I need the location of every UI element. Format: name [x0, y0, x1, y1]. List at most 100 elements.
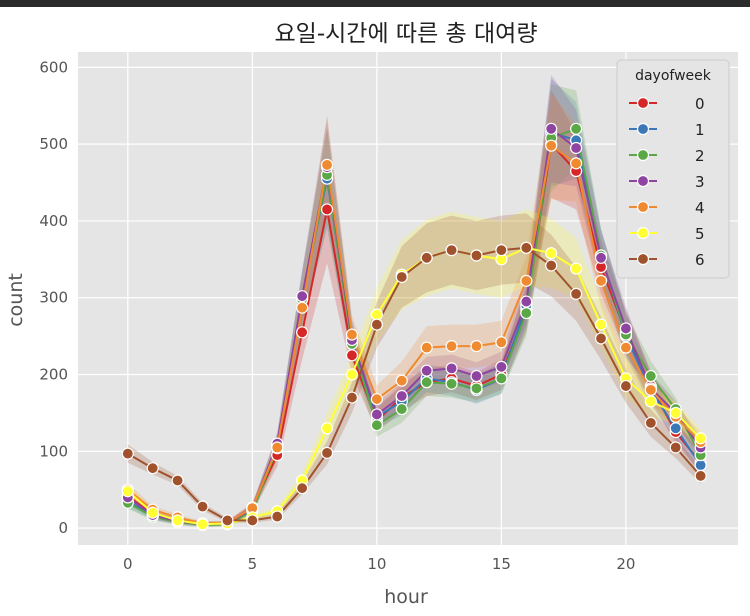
point-series-6-x16 [520, 241, 533, 254]
point-series-3-x14 [470, 369, 483, 383]
point-series-4-x16 [520, 274, 533, 287]
y-tick-label-5: 500 [39, 135, 68, 153]
point-series-3-x10 [370, 408, 383, 421]
point-series-3-x15 [495, 360, 508, 373]
point-series-2-x11 [395, 402, 408, 416]
legend-title: dayofweek [635, 68, 712, 84]
x-tick-label-3: 15 [492, 555, 511, 573]
series-markers [121, 122, 707, 532]
point-series-6-x12 [420, 251, 433, 264]
legend-marker-4 [636, 200, 650, 214]
point-series-6-x7 [296, 482, 309, 495]
point-series-6-x19 [594, 332, 608, 345]
point-series-6-x10 [370, 318, 383, 331]
y-tick-label-0: 0 [58, 519, 68, 537]
point-series-6-x23 [694, 469, 707, 482]
point-series-5-x22 [669, 406, 682, 420]
point-series-1-x23 [694, 459, 707, 472]
legend-label-0: 0 [695, 95, 705, 113]
point-series-5-x10 [370, 308, 383, 321]
point-series-2-x18 [570, 122, 583, 135]
legend-box [616, 59, 730, 279]
point-series-6-x1 [146, 462, 159, 475]
point-series-4-x12 [420, 341, 433, 354]
point-series-3-x16 [520, 295, 533, 308]
point-series-2-x10 [370, 419, 383, 432]
point-series-5-x17 [545, 247, 558, 260]
point-series-4-x20 [619, 341, 633, 354]
legend-label-3: 3 [695, 173, 705, 191]
point-series-2-x14 [470, 382, 483, 395]
point-series-5-x19 [594, 318, 608, 331]
point-series-0-x7 [296, 326, 309, 339]
point-series-6-x3 [196, 500, 209, 513]
point-series-6-x5 [246, 514, 259, 527]
legend-marker-3 [636, 174, 650, 188]
x-tick-label-4: 20 [616, 555, 635, 573]
point-series-4-x19 [594, 274, 608, 287]
point-series-6-x14 [470, 249, 483, 262]
legend-marker-1 [636, 122, 650, 136]
point-series-4-x10 [370, 392, 383, 406]
legend-label-1: 1 [695, 121, 705, 139]
point-series-6-x6 [271, 510, 284, 523]
x-tick-label-1: 5 [248, 555, 258, 573]
point-series-4-x6 [271, 441, 284, 454]
band-series-0 [127, 90, 701, 526]
point-series-5-x9 [345, 368, 359, 381]
y-axis-label: count [5, 273, 27, 327]
legend-label-5: 5 [695, 225, 705, 243]
point-series-5-x21 [644, 395, 657, 408]
window-top-bar [0, 0, 750, 7]
point-series-3-x17 [545, 122, 558, 135]
point-series-6-x17 [545, 259, 558, 272]
point-series-2-x12 [420, 376, 433, 389]
legend-label-2: 2 [695, 147, 705, 165]
point-series-3-x20 [619, 322, 633, 335]
point-series-6-x21 [644, 416, 657, 430]
point-series-4-x15 [495, 336, 508, 349]
point-series-6-x4 [221, 514, 234, 527]
point-series-4-x18 [570, 157, 583, 170]
point-series-2-x13 [445, 377, 458, 390]
point-series-5-x2 [171, 514, 184, 527]
point-series-4-x7 [296, 301, 309, 314]
y-tick-labels: 0 100 200 300 400 500 600 [39, 58, 68, 537]
legend-marker-0 [636, 96, 650, 110]
y-tick-label-4: 400 [39, 212, 68, 230]
point-series-2-x15 [495, 372, 508, 385]
legend-marker-6 [636, 252, 650, 266]
point-series-6-x9 [345, 391, 359, 404]
x-tick-labels: 0 5 10 15 20 [123, 555, 635, 573]
point-series-6-x22 [669, 441, 682, 454]
x-tick-label-2: 10 [367, 555, 386, 573]
band-series-6 [127, 213, 701, 523]
point-series-4-x8 [320, 158, 334, 171]
x-tick-label-0: 0 [123, 555, 133, 573]
point-series-6-x13 [445, 244, 458, 257]
point-series-2-x21 [644, 369, 657, 383]
point-series-6-x15 [495, 244, 508, 257]
point-series-5-x0 [121, 485, 134, 498]
y-tick-label-2: 200 [39, 366, 68, 384]
point-series-6-x20 [619, 379, 633, 393]
y-tick-label-1: 100 [39, 442, 68, 460]
point-series-0-x9 [345, 349, 359, 362]
point-series-4-x21 [644, 383, 657, 396]
point-series-4-x9 [345, 328, 359, 341]
chart-title: 요일-시간에 따른 총 대여량 [275, 21, 538, 47]
legend-label-6: 6 [695, 251, 705, 269]
legend-marker-5 [636, 226, 650, 240]
point-series-0-x8 [320, 203, 334, 216]
point-series-4-x14 [470, 340, 483, 353]
point-series-6-x2 [171, 474, 184, 487]
point-series-4-x11 [395, 374, 408, 387]
point-series-5-x3 [196, 518, 209, 531]
legend: dayofweek 0 1 2 3 4 5 6 [616, 59, 730, 279]
point-series-6-x0 [121, 447, 134, 460]
legend-label-4: 4 [695, 199, 705, 217]
point-series-2-x16 [520, 306, 533, 320]
point-series-3-x12 [420, 364, 433, 377]
point-series-3-x11 [395, 389, 408, 403]
confidence-bands [127, 75, 701, 528]
